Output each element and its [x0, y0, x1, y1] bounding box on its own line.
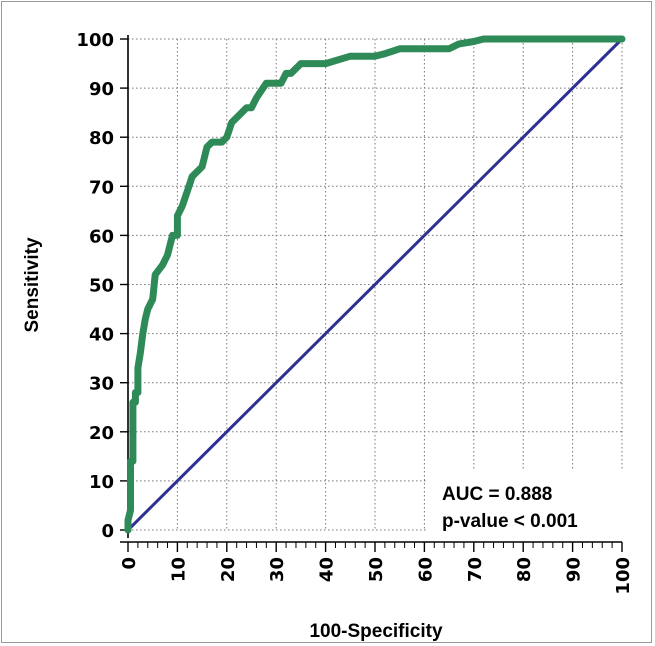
x-tick-label: 90: [564, 557, 585, 582]
y-tick-label: 60: [89, 226, 114, 247]
auc-annotation: AUC = 0.888: [442, 484, 552, 505]
y-tick-label: 100: [76, 30, 114, 51]
x-tick-label: 0: [119, 557, 140, 570]
y-tick-label: 30: [89, 374, 114, 395]
y-tick-label: 70: [89, 177, 114, 198]
y-tick-label: 10: [89, 472, 114, 493]
pvalue-annotation: p-value < 0.001: [442, 511, 578, 532]
x-tick-label: 100: [613, 557, 634, 595]
x-axis-title: 100-Specificity: [309, 621, 442, 642]
roc-curve-line: [124, 35, 626, 534]
x-tick-label: 60: [415, 557, 436, 582]
x-tick-label: 20: [218, 557, 239, 582]
reference-diagonal-line: [126, 37, 624, 532]
x-tick-label: 50: [366, 557, 387, 582]
y-tick-label: 0: [101, 521, 114, 542]
y-tick-label: 90: [89, 79, 114, 100]
x-tick-label: 10: [168, 557, 189, 582]
y-tick-label: 20: [89, 423, 114, 444]
axes: [120, 35, 623, 552]
x-tick-label: 30: [267, 557, 288, 582]
tick-labels: 0 10 20 30 40 50 60 70 80 90 100 0 10 20 30 40 50 60 70 80 9…: [76, 30, 634, 595]
y-tick-label: 80: [89, 128, 114, 149]
y-tick-label: 50: [89, 276, 114, 297]
x-tick-label: 80: [514, 557, 535, 582]
y-tick-label: 40: [89, 325, 114, 346]
legend-box: AUC = 0.888 p-value < 0.001: [426, 470, 626, 540]
x-tick-label: 40: [317, 557, 338, 582]
series-layer: [124, 35, 626, 534]
x-tick-label: 70: [465, 557, 486, 582]
y-axis-title: Sensitivity: [22, 237, 43, 332]
